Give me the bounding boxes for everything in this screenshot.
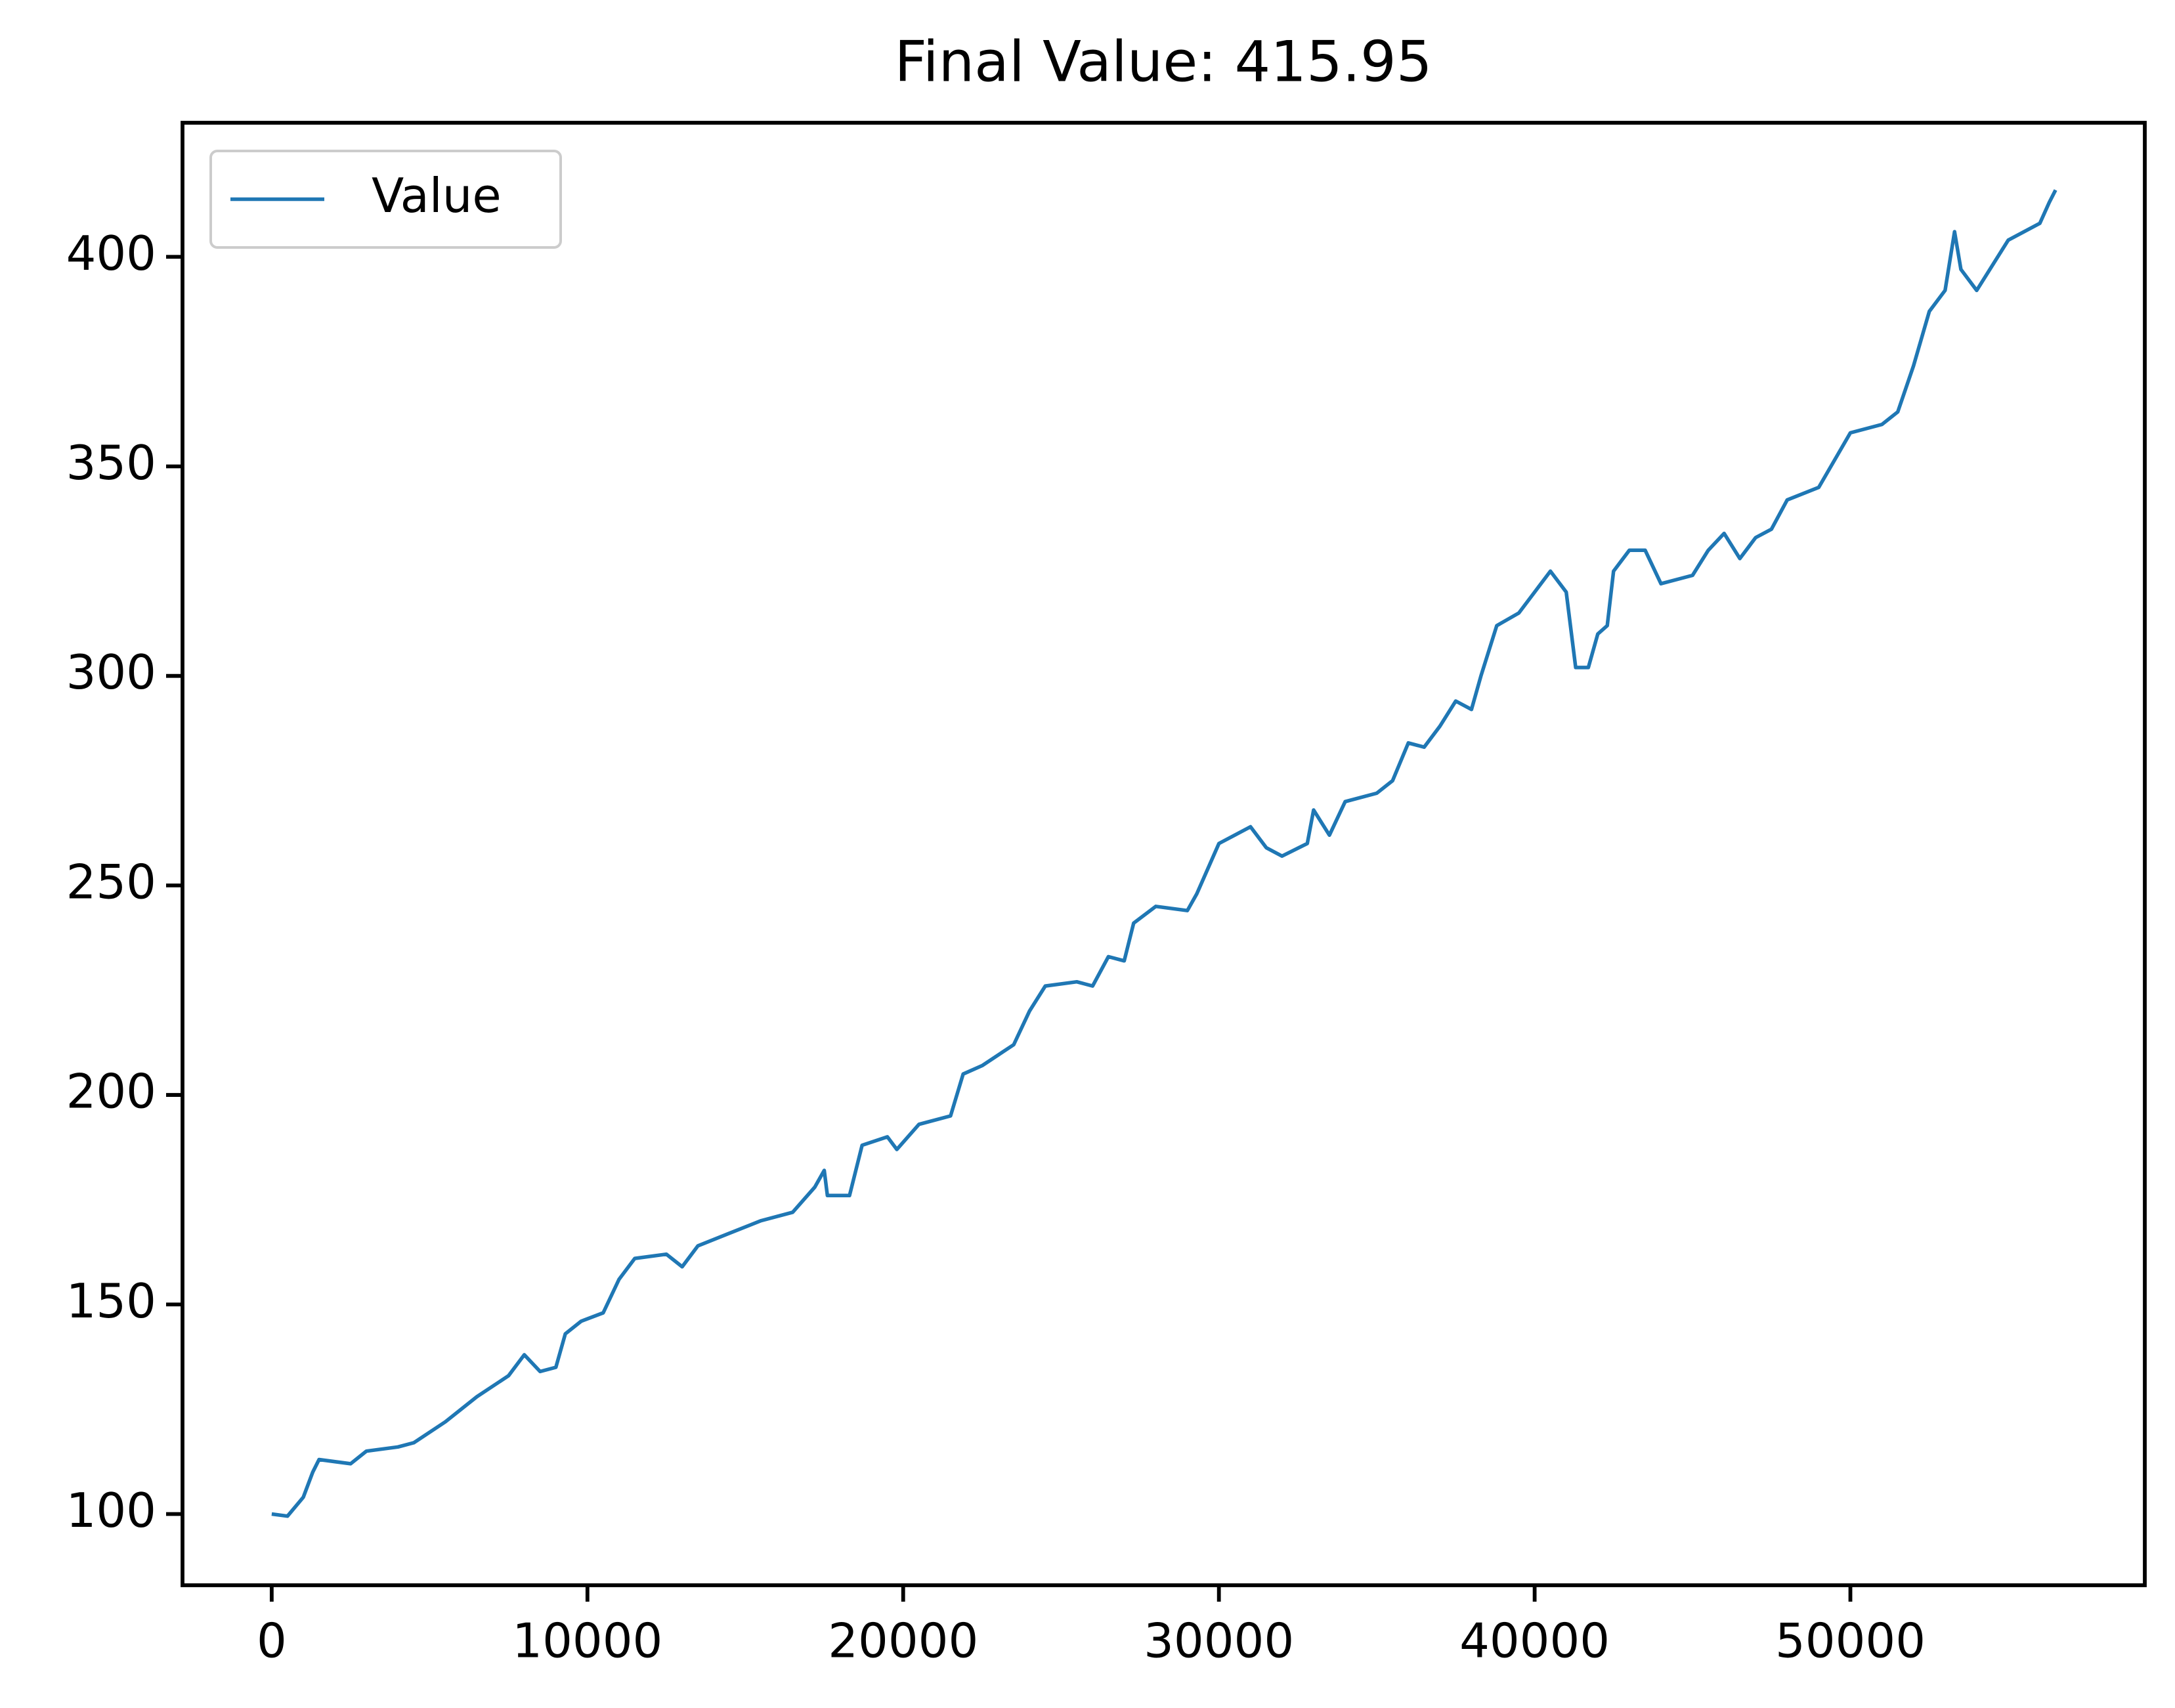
y-tick-label: 350 [66,435,156,490]
y-tick-label: 300 [66,645,156,700]
y-tick-label: 100 [66,1483,156,1538]
plot-frame [181,121,2147,1587]
legend-label: Value [372,168,502,223]
y-tick-label: 200 [66,1064,156,1119]
y-tick-label: 400 [66,226,156,281]
x-tick-label: 30000 [1144,1613,1294,1669]
x-tick-label: 0 [257,1613,287,1669]
x-tick-label: 50000 [1775,1613,1926,1669]
legend-box [209,150,562,249]
x-tick-label: 40000 [1459,1613,1610,1669]
y-tick-label: 250 [66,854,156,909]
x-tick-label: 20000 [828,1613,978,1669]
y-tick-label: 150 [66,1273,156,1329]
chart-title: Final Value: 415.95 [895,29,1432,95]
line [271,189,2057,1518]
x-tick-label: 10000 [512,1613,662,1669]
